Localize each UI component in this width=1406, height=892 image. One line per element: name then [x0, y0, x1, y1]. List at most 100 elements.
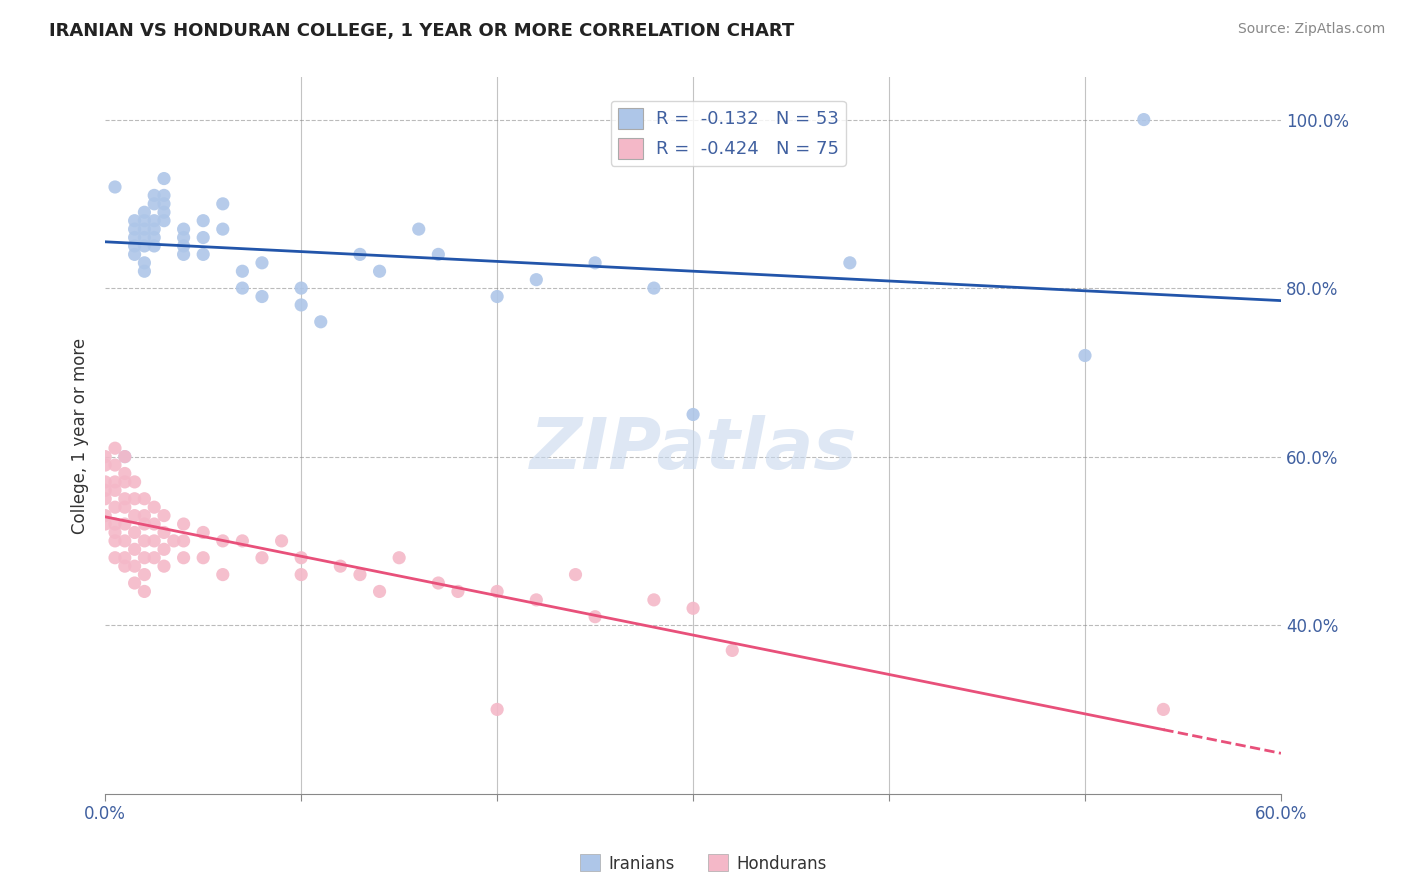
Point — [211, 222, 233, 236]
Point — [486, 584, 509, 599]
Point — [124, 222, 146, 236]
Point — [124, 213, 146, 227]
Point — [143, 230, 166, 244]
Point — [173, 230, 195, 244]
Point — [643, 592, 665, 607]
Point — [124, 491, 146, 506]
Legend: R =  -0.132   N = 53, R =  -0.424   N = 75: R = -0.132 N = 53, R = -0.424 N = 75 — [610, 101, 846, 166]
Point — [524, 592, 547, 607]
Point — [173, 550, 195, 565]
Point — [143, 239, 166, 253]
Y-axis label: College, 1 year or more: College, 1 year or more — [72, 337, 89, 533]
Point — [231, 533, 253, 548]
Point — [94, 458, 117, 472]
Point — [163, 533, 186, 548]
Point — [211, 197, 233, 211]
Text: ZIPatlas: ZIPatlas — [530, 416, 856, 484]
Point — [290, 550, 312, 565]
Point — [486, 289, 509, 303]
Point — [124, 559, 146, 574]
Point — [134, 213, 156, 227]
Point — [134, 516, 156, 531]
Point — [104, 550, 127, 565]
Point — [143, 213, 166, 227]
Point — [643, 281, 665, 295]
Point — [104, 516, 127, 531]
Point — [173, 516, 195, 531]
Point — [104, 533, 127, 548]
Point — [349, 247, 371, 261]
Point — [114, 475, 136, 489]
Point — [124, 525, 146, 540]
Point — [94, 450, 117, 464]
Point — [231, 264, 253, 278]
Text: Source: ZipAtlas.com: Source: ZipAtlas.com — [1237, 22, 1385, 37]
Point — [368, 264, 391, 278]
Point — [153, 171, 176, 186]
Point — [173, 533, 195, 548]
Point — [143, 550, 166, 565]
Point — [682, 408, 704, 422]
Point — [721, 643, 744, 657]
Point — [153, 205, 176, 219]
Point — [193, 247, 215, 261]
Point — [104, 475, 127, 489]
Point — [143, 516, 166, 531]
Point — [104, 500, 127, 515]
Point — [388, 550, 411, 565]
Point — [114, 533, 136, 548]
Point — [134, 256, 156, 270]
Point — [94, 483, 117, 498]
Point — [124, 576, 146, 591]
Point — [193, 213, 215, 227]
Point — [134, 230, 156, 244]
Point — [124, 542, 146, 557]
Point — [270, 533, 292, 548]
Point — [1074, 349, 1097, 363]
Point — [290, 281, 312, 295]
Point — [143, 222, 166, 236]
Point — [153, 542, 176, 557]
Point — [114, 516, 136, 531]
Point — [124, 508, 146, 523]
Point — [143, 533, 166, 548]
Point — [114, 500, 136, 515]
Point — [427, 247, 450, 261]
Point — [124, 230, 146, 244]
Point — [309, 315, 332, 329]
Point — [290, 298, 312, 312]
Point — [153, 508, 176, 523]
Point — [682, 601, 704, 615]
Point — [134, 508, 156, 523]
Point — [104, 180, 127, 194]
Point — [193, 525, 215, 540]
Point — [124, 247, 146, 261]
Point — [583, 256, 606, 270]
Point — [134, 550, 156, 565]
Point — [153, 197, 176, 211]
Point — [368, 584, 391, 599]
Point — [114, 559, 136, 574]
Point — [114, 550, 136, 565]
Point — [114, 450, 136, 464]
Point — [486, 702, 509, 716]
Point — [427, 576, 450, 591]
Point — [134, 567, 156, 582]
Point — [173, 247, 195, 261]
Text: IRANIAN VS HONDURAN COLLEGE, 1 YEAR OR MORE CORRELATION CHART: IRANIAN VS HONDURAN COLLEGE, 1 YEAR OR M… — [49, 22, 794, 40]
Point — [134, 264, 156, 278]
Point — [250, 550, 273, 565]
Point — [447, 584, 470, 599]
Point — [104, 441, 127, 455]
Point — [114, 450, 136, 464]
Point — [143, 197, 166, 211]
Legend: Iranians, Hondurans: Iranians, Hondurans — [574, 847, 832, 880]
Point — [104, 483, 127, 498]
Point — [143, 500, 166, 515]
Point — [104, 525, 127, 540]
Point — [193, 550, 215, 565]
Point — [153, 213, 176, 227]
Point — [1152, 702, 1174, 716]
Point — [94, 508, 117, 523]
Point — [1133, 112, 1156, 127]
